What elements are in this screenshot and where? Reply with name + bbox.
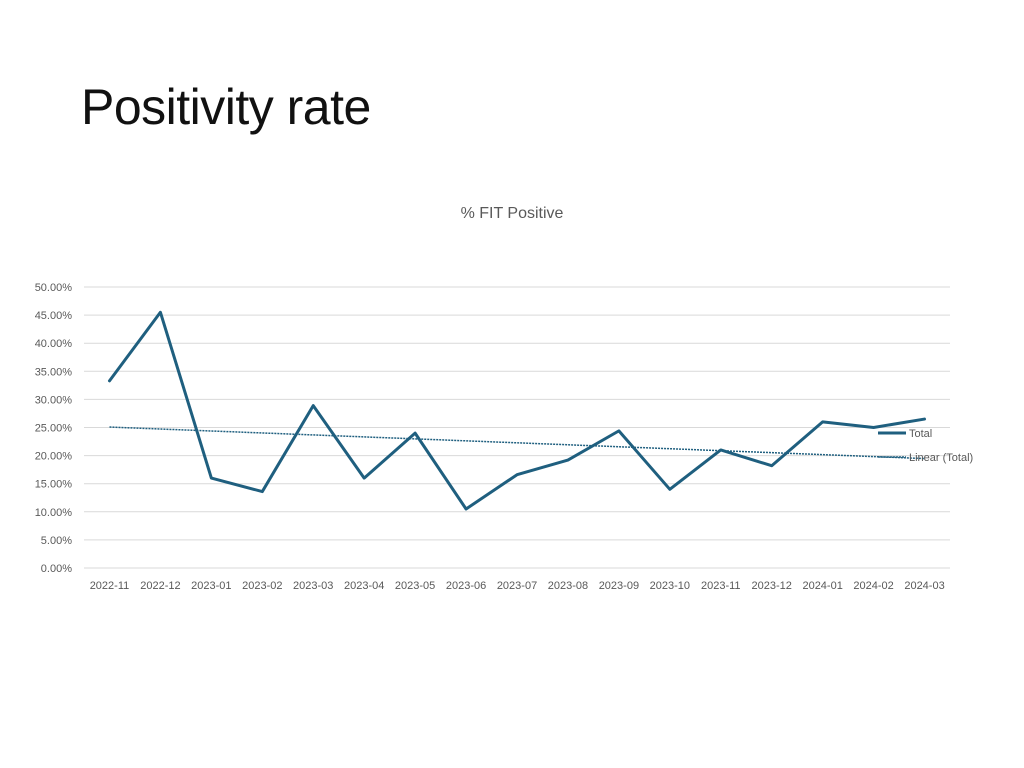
x-tick-label: 2022-12 [140,580,180,592]
legend-label-total: Total [909,428,932,440]
x-tick-label: 2023-10 [650,580,690,592]
x-tick-label: 2023-05 [395,580,435,592]
x-axis-ticks: 2022-11 2022-12 2023-01 2023-02 2023-03 2023-… [90,580,945,592]
legend-label-trendline: Linear (Total) [909,452,973,464]
series-line-total [107,310,927,511]
x-tick-label: 2024-01 [802,580,842,592]
y-tick-label: 20.00% [35,451,73,463]
y-tick-label: 10.00% [35,507,73,519]
x-tick-label: 2024-03 [904,580,944,592]
x-tick-label: 2023-08 [548,580,588,592]
slide-title: Positivity rate [81,79,371,135]
x-tick-label: 2023-09 [599,580,639,592]
y-tick-label: 5.00% [41,535,72,547]
y-axis-ticks: 0.00% 5.00% 10.00% 15.00% 20.00% 25.00% 30.00%… [35,282,73,575]
gridlines [84,286,950,569]
trendline-layer [109,426,925,460]
x-tick-label: 2023-12 [752,580,792,592]
y-tick-label: 35.00% [35,366,73,378]
x-tick-label: 2023-03 [293,580,333,592]
x-tick-label: 2023-06 [446,580,486,592]
chart-title: % FIT Positive [461,205,564,222]
x-tick-label: 2023-01 [191,580,231,592]
x-tick-label: 2022-11 [90,580,130,592]
y-tick-label: 45.00% [35,310,73,322]
x-tick-label: 2023-04 [344,580,384,592]
y-tick-label: 50.00% [35,282,73,294]
y-tick-label: 30.00% [35,394,73,406]
y-tick-label: 40.00% [35,338,73,350]
series-layer [107,310,927,511]
x-tick-label: 2024-02 [853,580,893,592]
x-tick-label: 2023-11 [701,580,741,592]
x-tick-label: 2023-02 [242,580,282,592]
y-tick-label: 25.00% [35,423,73,435]
trendline-linear-total [109,426,925,460]
y-tick-label: 0.00% [41,563,72,575]
y-tick-label: 15.00% [35,479,73,491]
x-tick-label: 2023-07 [497,580,537,592]
legend: Total Linear (Total) [878,428,973,464]
